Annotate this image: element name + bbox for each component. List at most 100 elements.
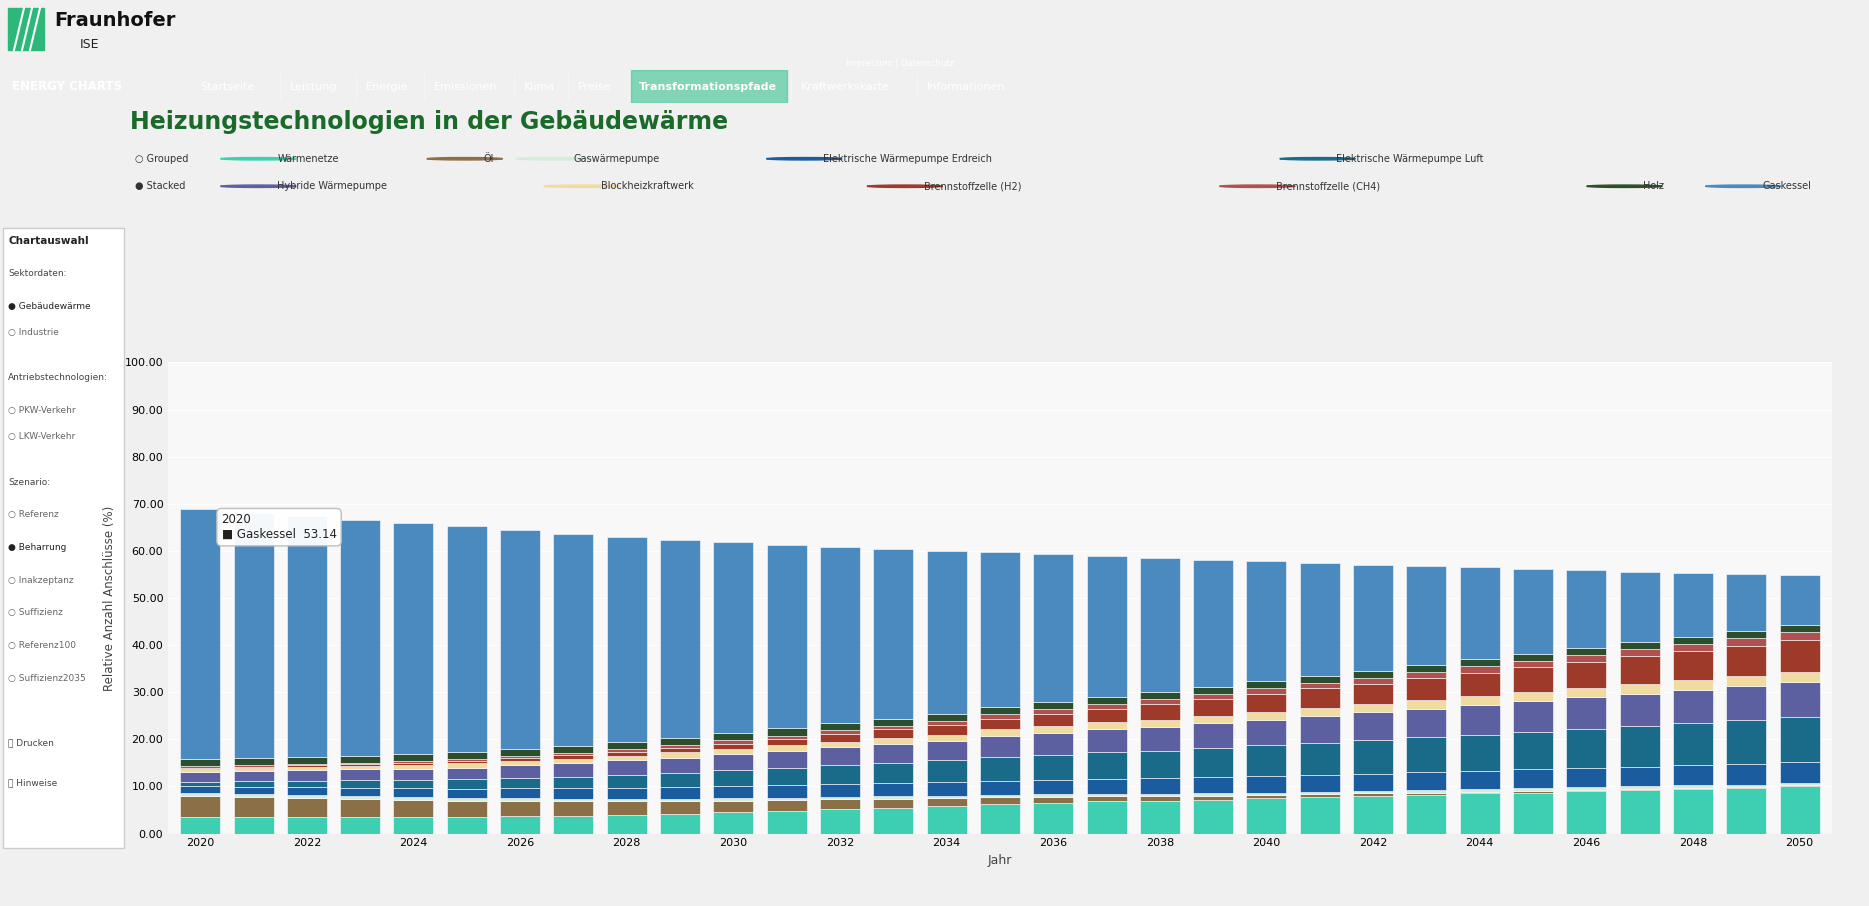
Bar [927, 725, 966, 735]
Bar [1247, 681, 1286, 689]
Bar [820, 546, 860, 723]
Bar [286, 795, 327, 797]
Bar [1140, 750, 1179, 778]
Bar [1034, 714, 1073, 726]
Bar [1299, 792, 1340, 794]
Bar [179, 767, 221, 768]
Bar [234, 787, 273, 795]
Text: ● Beharrung: ● Beharrung [7, 543, 67, 552]
Bar [873, 744, 914, 763]
Text: Wärmenetze: Wärmenetze [277, 154, 338, 164]
Bar [1034, 780, 1073, 795]
Bar [714, 744, 753, 749]
Bar [1247, 798, 1286, 834]
Bar [873, 549, 914, 718]
Bar [1779, 718, 1820, 762]
Bar [179, 766, 221, 767]
Bar [501, 766, 540, 778]
Bar [179, 768, 221, 772]
Bar [714, 740, 753, 744]
Bar [1566, 698, 1605, 729]
Bar [501, 761, 540, 766]
Bar [286, 770, 327, 781]
Bar [447, 761, 486, 764]
Bar [979, 757, 1020, 781]
Bar [1407, 793, 1447, 795]
Bar [1566, 790, 1605, 791]
Bar [927, 741, 966, 760]
Bar [1353, 564, 1392, 670]
Bar [286, 757, 327, 764]
Bar [714, 733, 753, 740]
Bar [1407, 700, 1447, 708]
Bar [1192, 777, 1234, 794]
Bar [447, 798, 486, 801]
Text: Chartauswahl: Chartauswahl [7, 236, 88, 246]
Bar [1620, 789, 1660, 790]
Bar [501, 778, 540, 788]
Bar [873, 718, 914, 726]
Bar [1247, 689, 1286, 694]
Bar [1140, 705, 1179, 719]
Bar [394, 817, 434, 834]
Circle shape [426, 158, 503, 160]
Circle shape [221, 158, 295, 160]
Bar [607, 752, 647, 756]
Bar [1727, 574, 1766, 631]
Bar [394, 800, 434, 817]
Text: Emissionen: Emissionen [434, 82, 497, 92]
Bar [340, 520, 379, 756]
Text: ○ Inakzeptanz: ○ Inakzeptanz [7, 575, 73, 584]
Text: Gaskessel: Gaskessel [1762, 181, 1811, 191]
Bar [660, 745, 701, 747]
Bar [340, 766, 379, 769]
Bar [1353, 678, 1392, 684]
Bar [447, 801, 486, 817]
Bar [1247, 795, 1286, 798]
Bar [394, 754, 434, 761]
Bar [1140, 796, 1179, 801]
Bar [1779, 625, 1820, 631]
Bar [553, 801, 592, 815]
Bar [1034, 726, 1073, 733]
Bar [1514, 791, 1553, 793]
Bar [1407, 708, 1447, 737]
Bar [927, 795, 966, 798]
Circle shape [867, 185, 942, 188]
Bar [447, 789, 486, 798]
Bar [607, 814, 647, 834]
Bar [927, 714, 966, 721]
Bar [766, 738, 807, 746]
Bar [1034, 733, 1073, 755]
Bar [927, 806, 966, 834]
Bar [660, 747, 701, 753]
Bar [1460, 673, 1499, 697]
Bar [1460, 666, 1499, 673]
Bar [1086, 697, 1127, 704]
Bar [820, 766, 860, 784]
Bar [179, 509, 221, 759]
Bar [1460, 789, 1499, 792]
Bar [1673, 788, 1714, 789]
Bar [1299, 683, 1340, 689]
Bar [714, 801, 753, 813]
Bar [501, 801, 540, 816]
Bar [1192, 723, 1234, 748]
Bar [447, 525, 486, 752]
Text: ● Stacked: ● Stacked [135, 181, 185, 191]
Bar [234, 817, 273, 834]
Text: Öl: Öl [484, 154, 493, 164]
Text: Gaswärmepumpe: Gaswärmepumpe [574, 154, 660, 164]
Bar [1460, 771, 1499, 789]
Bar [607, 749, 647, 752]
Bar [714, 798, 753, 801]
Text: Sektordaten:: Sektordaten: [7, 269, 67, 278]
Bar [873, 737, 914, 744]
Bar [179, 786, 221, 794]
Bar [1514, 793, 1553, 834]
Bar [1779, 631, 1820, 640]
Bar [632, 70, 787, 103]
X-axis label: Jahr: Jahr [987, 854, 1013, 867]
Bar [1353, 795, 1392, 834]
Text: Brennstoffzelle (H2): Brennstoffzelle (H2) [923, 181, 1020, 191]
